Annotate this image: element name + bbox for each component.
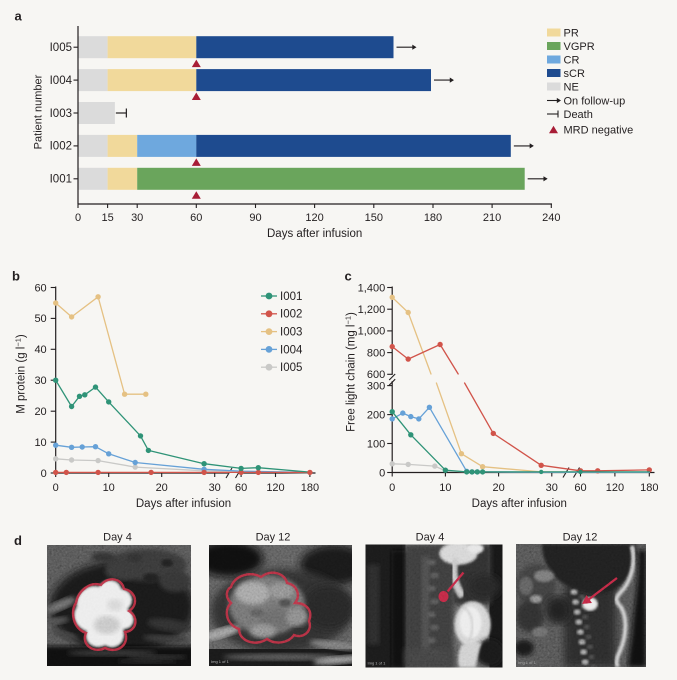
svg-text:120: 120 <box>305 212 323 224</box>
svg-text:1,200: 1,200 <box>358 304 386 316</box>
svg-text:20: 20 <box>156 482 168 494</box>
svg-text:NE: NE <box>564 81 579 93</box>
svg-text:Day 4: Day 4 <box>103 532 132 544</box>
svg-text:210: 210 <box>483 212 501 224</box>
svg-text:50: 50 <box>34 313 46 325</box>
svg-text:0: 0 <box>53 482 59 494</box>
svg-text:800: 800 <box>367 347 385 359</box>
svg-text:Free light chain (mg l−1): Free light chain (mg l−1) <box>344 312 358 432</box>
svg-text:100: 100 <box>367 438 385 450</box>
svg-text:200: 200 <box>367 409 385 421</box>
svg-text:30: 30 <box>131 212 143 224</box>
svg-text:Patient number: Patient number <box>33 74 45 149</box>
svg-text:10: 10 <box>34 437 46 449</box>
svg-text:60: 60 <box>34 282 46 294</box>
svg-text:Days after infusion: Days after infusion <box>472 498 567 510</box>
svg-text:d: d <box>14 533 22 548</box>
svg-text:On follow-up: On follow-up <box>564 95 626 107</box>
svg-text:a: a <box>15 9 23 24</box>
svg-text:0: 0 <box>41 468 47 480</box>
svg-text:CR: CR <box>564 54 580 66</box>
svg-text:Day 12: Day 12 <box>563 532 598 544</box>
svg-text:PR: PR <box>564 27 579 39</box>
svg-text:I002: I002 <box>50 141 72 153</box>
svg-text:Day 12: Day 12 <box>256 532 291 544</box>
svg-text:20: 20 <box>492 482 504 494</box>
svg-text:240: 240 <box>542 212 560 224</box>
svg-text:I001: I001 <box>50 174 72 186</box>
svg-text:I003: I003 <box>50 108 72 120</box>
svg-text:I001: I001 <box>280 291 302 303</box>
svg-text:30: 30 <box>209 482 221 494</box>
svg-text:300: 300 <box>367 380 385 392</box>
svg-text:Days after infusion: Days after infusion <box>267 228 362 240</box>
svg-text:120: 120 <box>266 482 284 494</box>
svg-text:0: 0 <box>379 467 385 479</box>
svg-text:60: 60 <box>235 482 247 494</box>
svg-text:I003: I003 <box>280 327 302 339</box>
svg-text:30: 30 <box>34 375 46 387</box>
svg-text:I004: I004 <box>50 75 73 87</box>
svg-text:60: 60 <box>190 212 202 224</box>
svg-text:150: 150 <box>365 212 383 224</box>
svg-text:c: c <box>345 269 352 284</box>
svg-text:180: 180 <box>301 482 319 494</box>
svg-text:VGPR: VGPR <box>564 41 595 53</box>
svg-text:Days after infusion: Days after infusion <box>136 498 231 510</box>
svg-text:sCR: sCR <box>564 68 585 80</box>
svg-text:0: 0 <box>75 212 81 224</box>
svg-text:600: 600 <box>367 369 385 381</box>
svg-text:Death: Death <box>564 109 593 121</box>
svg-text:I005: I005 <box>280 362 302 374</box>
svg-text:10: 10 <box>103 482 115 494</box>
svg-text:1,400: 1,400 <box>358 282 386 294</box>
svg-text:40: 40 <box>34 344 46 356</box>
svg-text:180: 180 <box>640 482 658 494</box>
svg-text:M protein (g l−1): M protein (g l−1) <box>14 334 28 414</box>
svg-text:20: 20 <box>34 406 46 418</box>
svg-text:I004: I004 <box>280 344 303 356</box>
svg-text:30: 30 <box>546 482 558 494</box>
svg-text:120: 120 <box>606 482 624 494</box>
svg-text:60: 60 <box>574 482 586 494</box>
svg-text:b: b <box>12 269 20 284</box>
svg-text:15: 15 <box>101 212 113 224</box>
svg-text:90: 90 <box>249 212 261 224</box>
svg-text:MRD negative: MRD negative <box>564 124 634 136</box>
svg-text:0: 0 <box>389 482 395 494</box>
svg-text:1,000: 1,000 <box>358 326 386 338</box>
svg-text:I005: I005 <box>50 42 72 54</box>
svg-text:Day 4: Day 4 <box>416 532 445 544</box>
svg-text:10: 10 <box>439 482 451 494</box>
svg-text:I002: I002 <box>280 309 302 321</box>
svg-text:180: 180 <box>424 212 442 224</box>
